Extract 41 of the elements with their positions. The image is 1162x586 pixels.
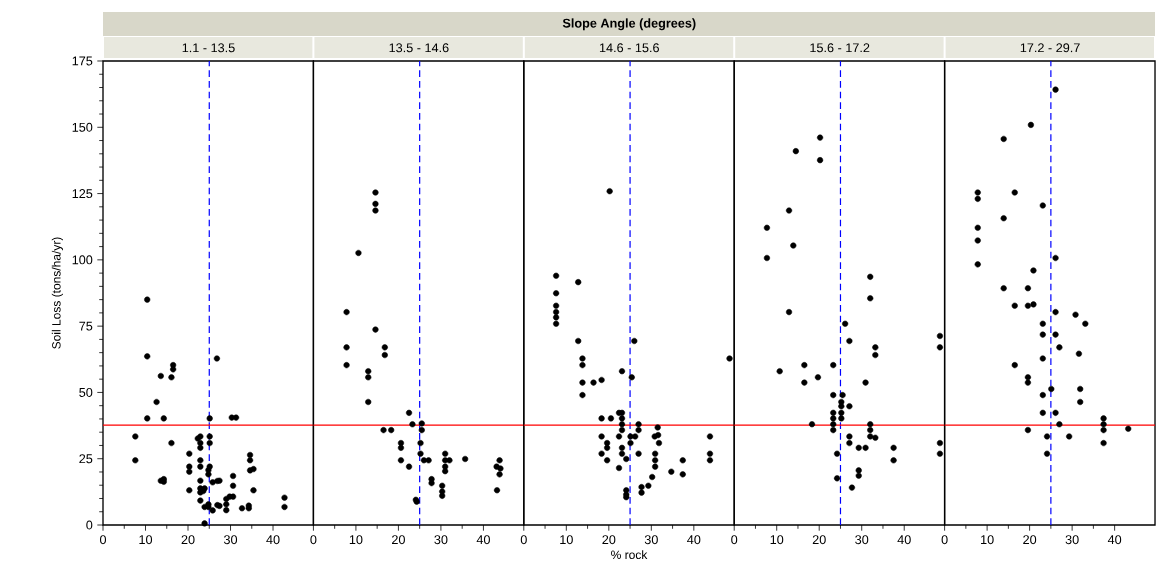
x-tick-label: 30 [223, 535, 238, 545]
x-tick-label: 40 [687, 535, 701, 545]
y-tick-label: 75 [79, 321, 93, 331]
x-tick-label: 30 [644, 535, 658, 545]
x-tick-label: 0 [731, 535, 738, 545]
x-tick-label: 0 [520, 535, 527, 545]
x-tick-label: 0 [310, 535, 317, 545]
x-tick-label: 30 [434, 535, 448, 545]
chart-subtitle: 15.6 - 17.2 [810, 43, 870, 53]
x-tick-label: 40 [476, 535, 490, 545]
x-tick-label: 10 [139, 535, 153, 545]
x-tick-label: 10 [770, 535, 784, 545]
chart-subtitle: 1.1 - 13.5 [182, 43, 235, 53]
x-tick-label: 20 [1023, 535, 1037, 545]
x-tick-label: 10 [349, 535, 363, 545]
y-tick-label: 0 [86, 520, 93, 530]
x-tick-label: 30 [855, 535, 869, 545]
y-tick-label: 25 [79, 454, 93, 464]
x-tick-label: 40 [897, 535, 911, 545]
x-tick-label: 20 [602, 535, 616, 545]
x-tick-label: 20 [181, 535, 195, 545]
y-axis-title: Soil Loss (tons/ha/yr) [51, 237, 63, 349]
x-axis-title: % rock [611, 550, 648, 560]
y-tick-label: 100 [72, 255, 93, 265]
chart-title: Slope Angle (degrees) [562, 18, 696, 31]
chart-subtitle: 14.6 - 15.6 [599, 43, 659, 53]
x-tick-label: 40 [266, 535, 280, 545]
x-tick-label: 10 [981, 535, 994, 545]
y-tick-label: 175 [72, 56, 93, 66]
y-tick-label: 50 [79, 387, 93, 397]
x-tick-label: 40 [1107, 535, 1122, 545]
x-tick-label: 20 [392, 535, 405, 545]
y-tick-label: 150 [72, 122, 93, 132]
x-tick-label: 30 [1065, 535, 1079, 545]
x-tick-label: 10 [560, 535, 573, 545]
x-tick-label: 0 [941, 535, 948, 545]
x-tick-label: 0 [99, 535, 107, 545]
chart-subtitle: 13.5 - 14.6 [389, 43, 449, 53]
x-tick-label: 20 [812, 535, 826, 545]
chart-subtitle: 17.2 - 29.7 [1020, 43, 1080, 53]
y-tick-label: 125 [72, 189, 93, 199]
